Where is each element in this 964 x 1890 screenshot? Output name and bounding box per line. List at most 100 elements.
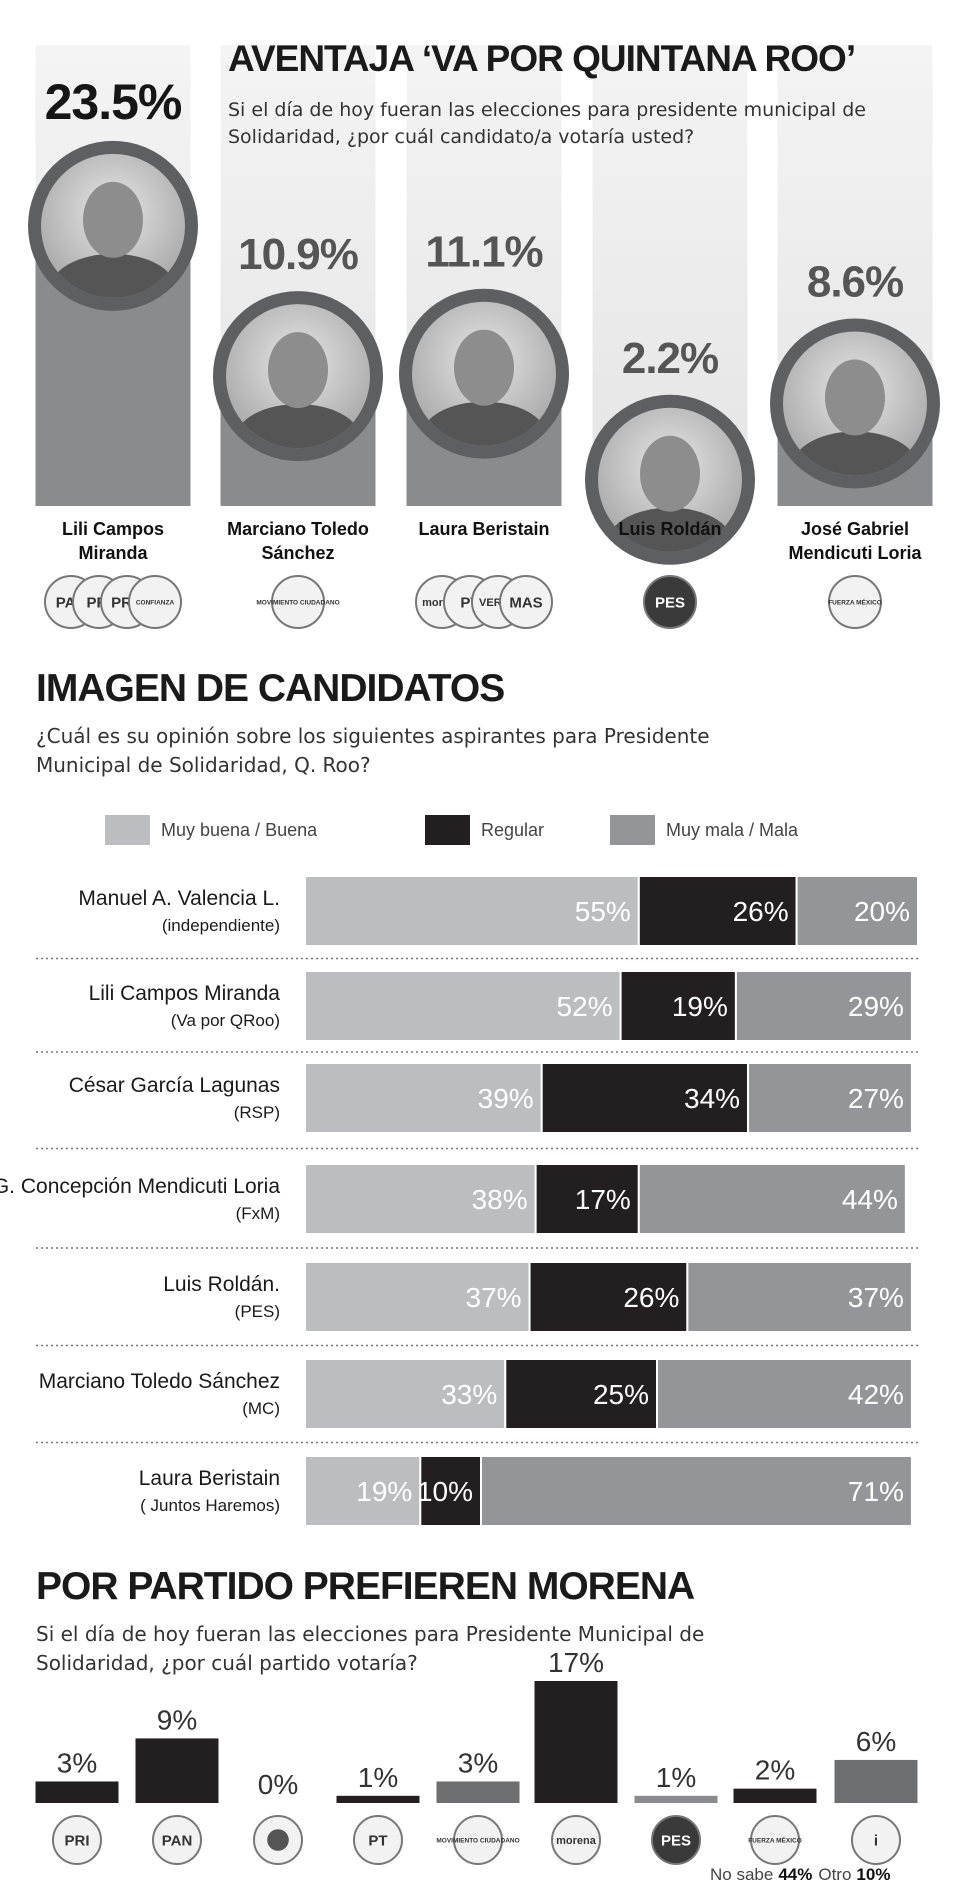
bar-segment (528, 1261, 689, 1333)
chart-title: IMAGEN DE CANDIDATOS (36, 667, 505, 710)
candidate-name: José Gabriel Mendicuti Loria (788, 519, 922, 563)
party-logo (551, 1815, 601, 1865)
bar (436, 1781, 520, 1803)
chart-title: AVENTAJA ‘VA POR QUINTANA ROO’ (228, 38, 856, 79)
bar-segment (686, 1261, 913, 1333)
bar-segment (304, 1163, 537, 1235)
chart-subtitle: Si el día de hoy fueran las elecciones p… (228, 99, 866, 148)
photo-head (640, 435, 700, 512)
value-label: 20% (854, 896, 910, 927)
value-label: 9% (157, 1704, 197, 1735)
legend-label: Muy buena / Buena (161, 820, 318, 840)
party-logo (128, 575, 182, 629)
value-label: 17% (575, 1184, 631, 1215)
category-label: Lili Campos Miranda (89, 982, 281, 1005)
value-label: 27% (848, 1083, 904, 1114)
bar-segment (637, 875, 798, 947)
party-logo-label: CONFIANZA (136, 599, 175, 606)
bar-segment (304, 1358, 507, 1430)
photo-shoulders (422, 401, 546, 446)
party-logo (271, 575, 325, 629)
bar (135, 1738, 219, 1803)
bar-segment (734, 970, 913, 1042)
photo-head (268, 332, 328, 409)
value-label: 1% (358, 1762, 398, 1793)
bar-segment (504, 1358, 659, 1430)
value-label: 39% (478, 1083, 534, 1114)
category-label: Laura Beristain (139, 1467, 280, 1490)
value-label: 26% (733, 896, 789, 927)
value-label: 1% (656, 1762, 696, 1793)
value-label: 42% (848, 1379, 904, 1410)
note-value: 44% (778, 1865, 812, 1884)
category-note: (Va por QRoo) (171, 1011, 280, 1030)
party-logo-label: PES (655, 594, 685, 611)
value-label: 6% (856, 1726, 896, 1757)
party-logo-label: MOVIMIENTO CIUDADANO (436, 1837, 519, 1844)
party-logo (651, 1815, 701, 1865)
party-logo (152, 1815, 202, 1865)
category-note: ( Juntos Haremos) (140, 1496, 280, 1515)
category-label: Manuel A. Valencia L. (78, 887, 280, 910)
value-label: 2% (755, 1755, 795, 1786)
party-logo (851, 1815, 901, 1865)
photo-shoulders (608, 507, 732, 552)
bar-segment (747, 1062, 913, 1134)
bar (834, 1759, 918, 1803)
bar-segment (795, 875, 920, 947)
party-logo-label: PT (368, 1832, 387, 1849)
value-label: 55% (575, 896, 631, 927)
bar-segment (637, 1163, 907, 1235)
chart-subtitle: ¿Cuál es su opinión sobre los siguientes… (36, 724, 710, 777)
value-label: 11.1% (425, 228, 542, 277)
value-label: 25% (593, 1379, 649, 1410)
party-logo (828, 575, 882, 629)
value-label: 3% (57, 1747, 97, 1778)
party-logo-label: morena (556, 1835, 597, 1847)
value-label: 33% (441, 1379, 497, 1410)
value-label: 38% (472, 1184, 528, 1215)
party-logo-label: PES (661, 1832, 691, 1849)
value-label: 37% (466, 1282, 522, 1313)
legend-label: Regular (481, 820, 544, 840)
value-label: 8.6% (807, 257, 903, 306)
bar-segment (540, 1062, 750, 1134)
bar (634, 1795, 718, 1803)
note-label: No sabe (710, 1865, 773, 1884)
category-label: Marciano Toledo Sánchez (39, 1370, 280, 1393)
bar (534, 1681, 618, 1803)
party-logo (453, 1815, 503, 1865)
value-label: 26% (623, 1282, 679, 1313)
bar-segment (656, 1358, 913, 1430)
category-note: (PES) (235, 1302, 280, 1321)
bar-segment (304, 1455, 422, 1527)
value-label: 2.2% (622, 334, 718, 383)
bar (733, 1788, 817, 1803)
category-note: (MC) (242, 1399, 280, 1418)
note-label: Otro (818, 1865, 851, 1884)
value-label: 19% (356, 1476, 412, 1507)
photo-shoulders (51, 253, 175, 298)
category-label: César García Lagunas (69, 1074, 280, 1097)
chart-subtitle: Si el día de hoy fueran las elecciones p… (36, 1622, 705, 1675)
value-label: 3% (458, 1747, 498, 1778)
party-logo (499, 575, 553, 629)
party-logo-label: PRI (64, 1832, 89, 1849)
category-note: (independiente) (162, 916, 280, 935)
value-label: 44% (842, 1184, 898, 1215)
bar-segment (304, 875, 640, 947)
candidate-name: Marciano Toledo Sánchez (227, 519, 369, 563)
party-logo-label: FUERZA MÉXICO (828, 597, 882, 606)
value-label: 52% (557, 991, 613, 1022)
party-logo-label: PAN (162, 1832, 193, 1849)
value-label: 23.5% (45, 74, 182, 130)
value-label: 19% (672, 991, 728, 1022)
party-logo (643, 575, 697, 629)
candidate-name: Luis Roldán (618, 519, 722, 539)
bar-segment (304, 970, 622, 1042)
party-logo-label: i (874, 1832, 878, 1849)
candidate-name: Laura Beristain (418, 519, 550, 539)
party-logo-label: FUERZA MÉXICO (748, 1835, 802, 1844)
party-logo (750, 1815, 800, 1865)
